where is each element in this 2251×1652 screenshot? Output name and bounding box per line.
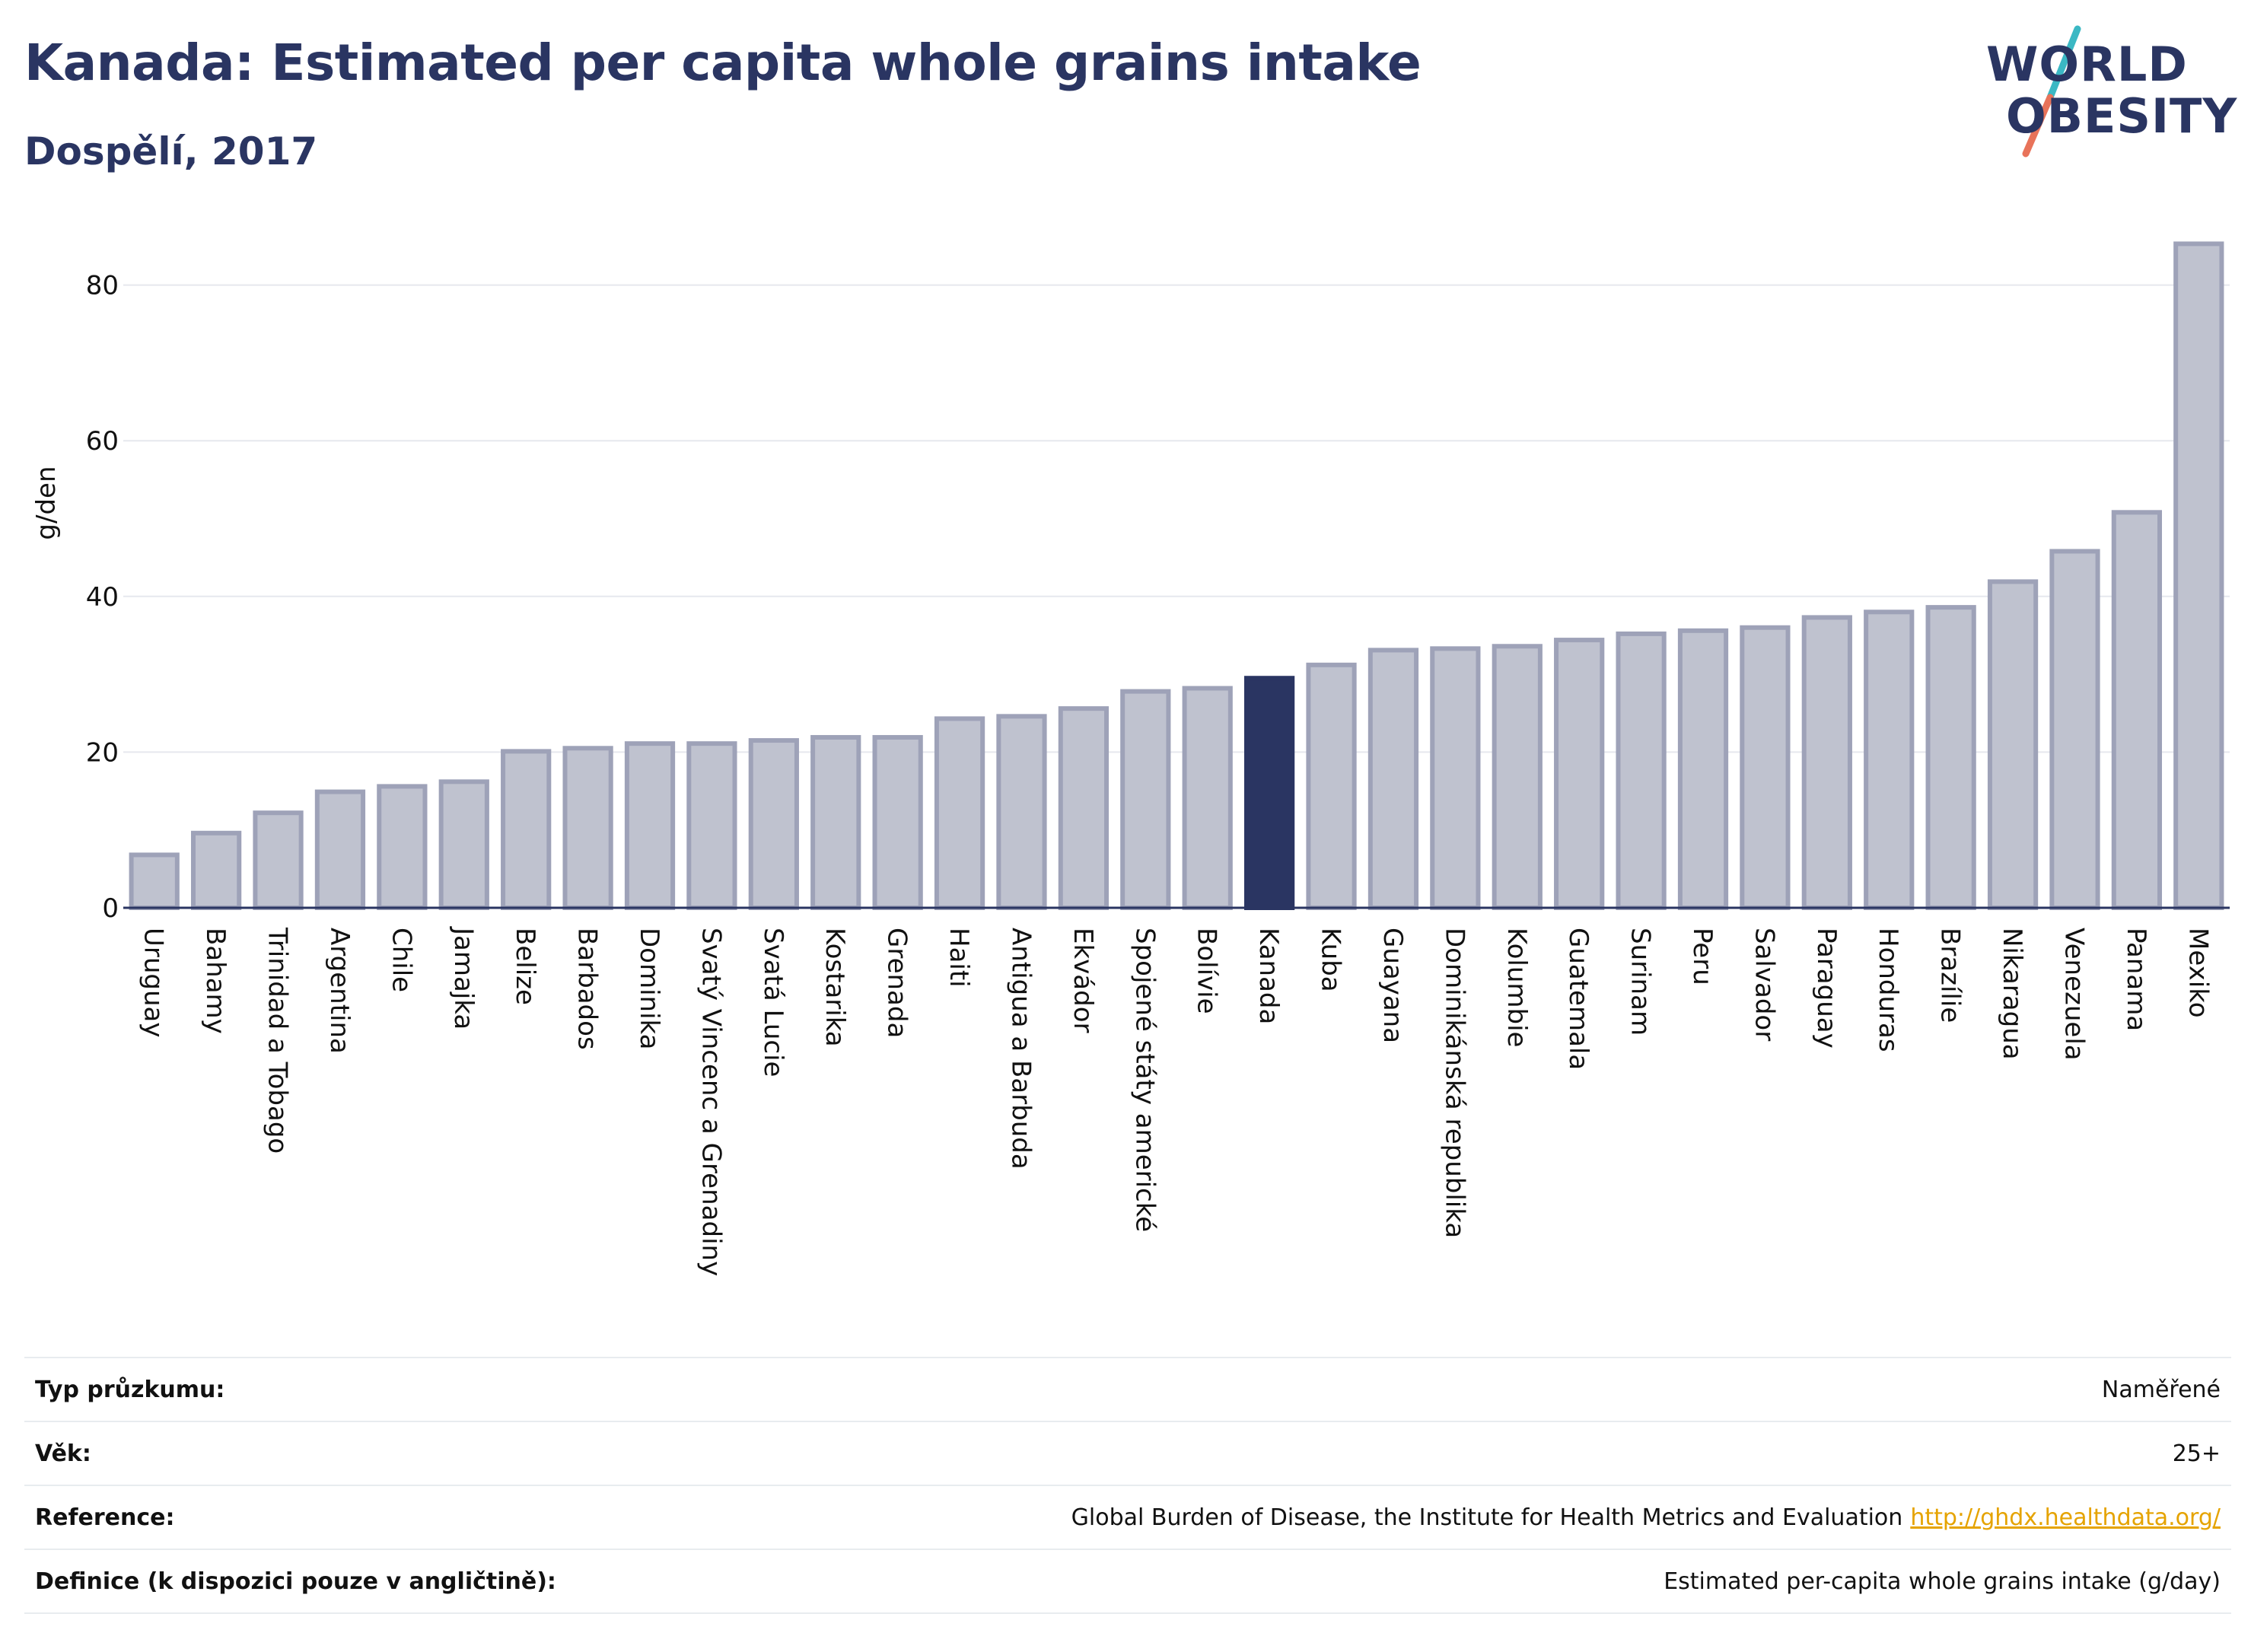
info-row-age: Věk: 25+ <box>24 1421 2231 1485</box>
info-value: 25+ <box>2173 1440 2221 1467</box>
x-tick-label: Mexiko <box>2183 928 2213 1018</box>
logo-word-world: WORLD <box>1986 37 2188 92</box>
x-tick-label: Dominika <box>634 928 664 1049</box>
x-tick-label: Brazílie <box>1935 928 1966 1023</box>
bar <box>1182 686 1233 910</box>
x-tick-label: Kolumbie <box>1501 928 1532 1047</box>
reference-link[interactable]: http://ghdx.healthdata.org/ <box>1910 1504 2221 1531</box>
bar <box>314 789 366 910</box>
x-tick-label: Svatý Vincenc a Grenadiny <box>696 928 726 1276</box>
bar <box>1120 689 1171 911</box>
info-value: Global Burden of Disease, the Institute … <box>1071 1504 2221 1531</box>
x-tick-label: Salvador <box>1749 928 1779 1041</box>
info-row-definition: Definice (k dispozici pouze v angličtině… <box>24 1549 2231 1614</box>
bar <box>686 741 737 910</box>
info-value-text: Global Burden of Disease, the Institute … <box>1071 1504 1903 1531</box>
y-tick-label: 80 <box>86 271 119 301</box>
y-axis-label: g/den <box>31 466 62 540</box>
info-label: Definice (k dispozici pouze v angličtině… <box>35 1568 556 1595</box>
x-tick-label: Uruguay <box>138 928 169 1038</box>
bar <box>253 810 304 910</box>
bar <box>1740 625 1791 910</box>
x-tick-label: Bolívie <box>1192 928 1222 1014</box>
x-tick-label: Kostarika <box>820 928 850 1047</box>
x-tick-label: Guatemala <box>1563 928 1594 1070</box>
bar <box>934 716 985 911</box>
bar <box>190 830 242 910</box>
info-value-text: 25+ <box>2172 1440 2221 1467</box>
x-tick-label: Haiti <box>944 928 974 988</box>
info-value-text: Estimated per-capita whole grains intake… <box>1664 1568 2221 1595</box>
info-table: Typ průzkumu: Naměřené Věk: 25+ Referenc… <box>24 1357 2231 1614</box>
info-value: Estimated per-capita whole grains intake… <box>1664 1568 2221 1595</box>
bar <box>1554 638 1605 910</box>
x-tick-label: Svatá Lucie <box>758 928 788 1077</box>
x-tick-label: Venezuela <box>2058 928 2089 1061</box>
y-tick-label: 0 <box>102 893 119 924</box>
x-tick-label: Bahamy <box>200 928 231 1034</box>
info-row-survey-type: Typ průzkumu: Naměřené <box>24 1357 2231 1421</box>
x-tick-label: Grenada <box>882 928 912 1038</box>
bar <box>1864 610 1915 910</box>
bar <box>1492 644 1543 910</box>
bar <box>1801 615 1852 911</box>
bar <box>1367 648 1419 911</box>
bar <box>624 741 676 910</box>
x-tick-label: Surinam <box>1625 928 1656 1036</box>
page-subtitle: Dospělí, 2017 <box>24 129 318 173</box>
world-obesity-logo[interactable]: WORLD OBESITY <box>1986 23 2237 160</box>
bar <box>810 734 861 911</box>
info-label: Typ průzkumu: <box>35 1377 225 1403</box>
x-tick-label: Kuba <box>1316 928 1346 992</box>
x-tick-label: Chile <box>386 928 416 992</box>
bar <box>2049 549 2100 910</box>
logo-slash-icon <box>2022 25 2081 158</box>
info-label: Reference: <box>35 1504 175 1531</box>
x-tick-label: Honduras <box>1873 928 1903 1052</box>
bar <box>1616 631 1667 910</box>
bar <box>501 749 552 911</box>
x-tick-label: Nikaragua <box>1997 928 2027 1060</box>
x-tick-label: Kanada <box>1253 928 1284 1024</box>
bar <box>748 738 799 910</box>
bar <box>872 734 923 911</box>
bar <box>2173 241 2224 911</box>
bar <box>1677 628 1729 910</box>
x-tick-label: Antigua a Barbuda <box>1005 928 1036 1170</box>
bar <box>2111 510 2163 911</box>
x-tick-label: Trinidad a Tobago <box>263 927 293 1154</box>
bar <box>996 714 1047 910</box>
info-row-reference: Reference: Global Burden of Disease, the… <box>24 1485 2231 1549</box>
x-tick-label: Dominikánská republika <box>1439 928 1469 1238</box>
x-tick-label: Ekvádor <box>1068 928 1098 1033</box>
x-tick-label: Paraguay <box>1811 928 1842 1049</box>
x-tick-label: Spojené státy americké <box>1129 928 1160 1232</box>
bar-chart: 0 20 40 60 80 g/den Uruguay Bahamy Trinidad a To… <box>31 241 2230 1276</box>
bar <box>562 746 613 910</box>
y-tick-label: 40 <box>86 582 119 613</box>
bar <box>129 852 180 910</box>
info-value: Naměřené <box>2102 1377 2221 1403</box>
bar <box>1306 662 1357 910</box>
bar <box>1430 646 1481 910</box>
bar <box>1925 605 1976 910</box>
x-tick-label: Guayana <box>1377 928 1408 1043</box>
x-tick-label: Argentina <box>324 928 355 1054</box>
y-tick-label: 20 <box>86 737 119 768</box>
info-label: Věk: <box>35 1440 91 1467</box>
page-title: Kanada: Estimated per capita whole grain… <box>24 33 1422 92</box>
bar <box>1987 579 2039 910</box>
x-tick-label: Jamajka <box>448 926 479 1030</box>
info-value-text: Naměřené <box>2101 1377 2221 1403</box>
x-tick-label: Belize <box>510 928 540 1005</box>
x-tick-label: Barbados <box>572 928 603 1050</box>
bar <box>377 784 428 910</box>
x-tick-label: Peru <box>1687 928 1718 985</box>
x-tick-label: Panama <box>2121 928 2151 1031</box>
logo-word-obesity: OBESITY <box>2006 88 2238 144</box>
y-tick-label: 60 <box>86 426 119 457</box>
bar <box>1243 676 1295 911</box>
bar <box>438 779 489 910</box>
bar <box>1058 706 1110 910</box>
